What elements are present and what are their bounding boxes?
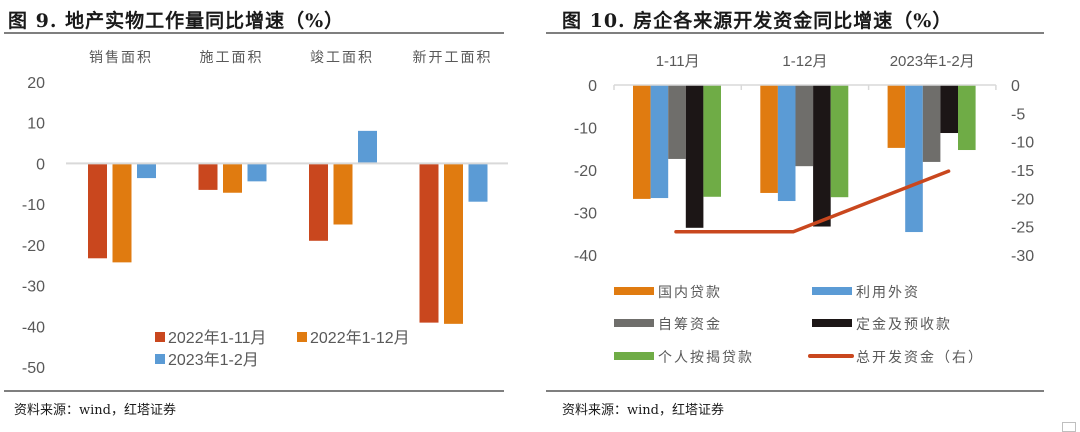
legend-swatch [614,287,654,295]
source-divider [4,390,504,392]
legend-label: 2023年1-2月 [168,351,259,369]
y-tick-label: -40 [22,319,45,336]
legend-swatch [155,332,165,342]
y-tick-label: -40 [574,248,597,265]
source-note: 资料来源：wind，红塔证券 [562,399,724,418]
legend-label: 2022年1-11月 [168,329,266,347]
y-tick-label: -20 [574,163,597,180]
legend-label: 利用外资 [856,285,920,301]
y-tick-label: -20 [22,238,45,255]
bar-1-2 [199,163,218,189]
y2-tick-label: -10 [1011,135,1034,152]
bar-3-3 [358,131,377,164]
y-tick-label: -30 [22,279,45,296]
y2-tick-label: -5 [1011,106,1025,123]
bar-5-3 [958,85,976,150]
y2-tick-label: -30 [1011,248,1034,265]
legend-swatch [614,319,654,327]
legend-swatch [812,287,852,295]
y-tick-label: -50 [22,360,45,377]
bar-4-3 [940,85,958,133]
bar-1-3 [309,163,328,240]
chart-right-svg: 0 -10 -20 -30 -40 0 -5 -10 -15 -20 -25 -30 1-11月 1-12… [540,0,1080,426]
source-note: 资料来源：wind，红塔证券 [14,399,176,418]
bar-3-1 [137,163,156,178]
bar-4-2 [813,85,831,227]
x-category-label: 1-11月 [656,53,700,70]
source-divider [546,390,1044,392]
legend-swatch [297,332,307,342]
y2-tick-label: 0 [1011,78,1020,95]
legend-label: 个人按揭贷款 [658,350,754,366]
y-tick-label: 0 [36,156,45,173]
bar-1-3 [888,85,906,148]
legend-swatch [614,352,654,360]
y2-tick-label: -25 [1011,220,1034,237]
bar-3-3 [923,85,941,162]
corner-handle [1062,422,1076,432]
bar-4-1 [686,85,704,228]
bar-2-2 [778,85,796,201]
legend-label: 2022年1-12月 [310,329,410,347]
y-tick-label: -10 [574,121,597,138]
bar-2-3 [905,85,923,232]
bar-5-1 [703,85,721,197]
legend-label: 总开发资金（右） [856,350,984,366]
bar-3-2 [248,163,267,181]
bar-3-4 [469,163,488,201]
legend-label: 自筹资金 [658,316,722,333]
bar-1-1 [633,85,651,199]
bar-3-2 [796,85,814,166]
x-category-label: 新开工面积 [413,50,493,66]
x-category-label: 1-12月 [782,53,827,70]
x-category-label: 销售面积 [89,50,153,66]
x-category-label: 竣工面积 [310,50,374,66]
legend-label: 国内贷款 [658,285,722,301]
bar-2-1 [113,163,132,262]
bar-2-4 [444,163,463,323]
legend-swatch [812,319,852,327]
y-tick-label: 20 [27,75,45,92]
chart-left-svg: 20 10 0 -10 -20 -30 -40 -50 销售面积 施工面积 竣工面积 新开工面积 202… [0,0,540,426]
y-tick-label: 0 [588,78,597,95]
x-category-label: 施工面积 [200,50,264,66]
y2-tick-label: -20 [1011,191,1034,208]
bar-1-2 [760,85,778,193]
y-tick-label: 10 [27,116,45,133]
bar-5-2 [831,85,849,197]
y-tick-label: -30 [574,206,597,223]
legend-label: 定金及预收款 [856,317,952,333]
bar-2-3 [334,163,353,224]
y-tick-label: -10 [22,197,45,214]
bar-2-1 [651,85,669,198]
bar-1-4 [420,163,439,322]
y2-tick-label: -15 [1011,163,1034,180]
x-category-label: 2023年1-2月 [890,53,975,70]
legend-swatch [155,354,165,364]
bar-2-2 [223,163,242,192]
bar-3-1 [668,85,686,159]
bar-1-1 [88,163,107,258]
